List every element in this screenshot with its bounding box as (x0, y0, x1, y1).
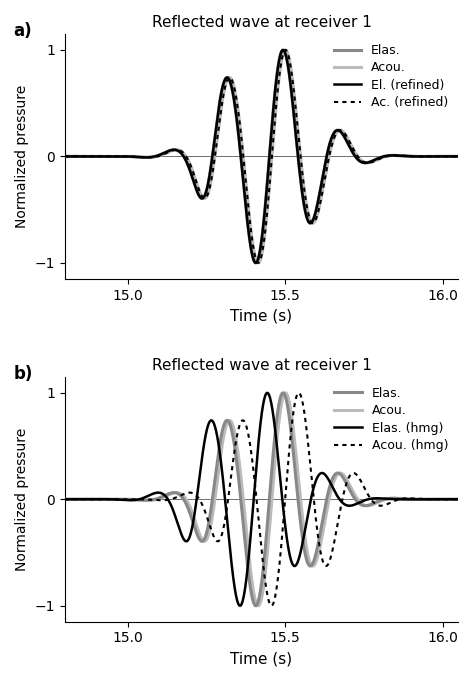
Y-axis label: Normalized pressure: Normalized pressure (15, 84, 29, 228)
Title: Reflected wave at receiver 1: Reflected wave at receiver 1 (152, 358, 372, 373)
Legend: Elas., Acou., Elas. (hmg), Acou. (hmg): Elas., Acou., Elas. (hmg), Acou. (hmg) (330, 383, 452, 456)
Text: a): a) (14, 22, 32, 39)
Legend: Elas., Acou., El. (refined), Ac. (refined): Elas., Acou., El. (refined), Ac. (refine… (330, 40, 452, 113)
Y-axis label: Normalized pressure: Normalized pressure (15, 428, 29, 571)
X-axis label: Time (s): Time (s) (230, 308, 292, 323)
X-axis label: Time (s): Time (s) (230, 651, 292, 666)
Text: b): b) (14, 364, 33, 383)
Title: Reflected wave at receiver 1: Reflected wave at receiver 1 (152, 15, 372, 30)
